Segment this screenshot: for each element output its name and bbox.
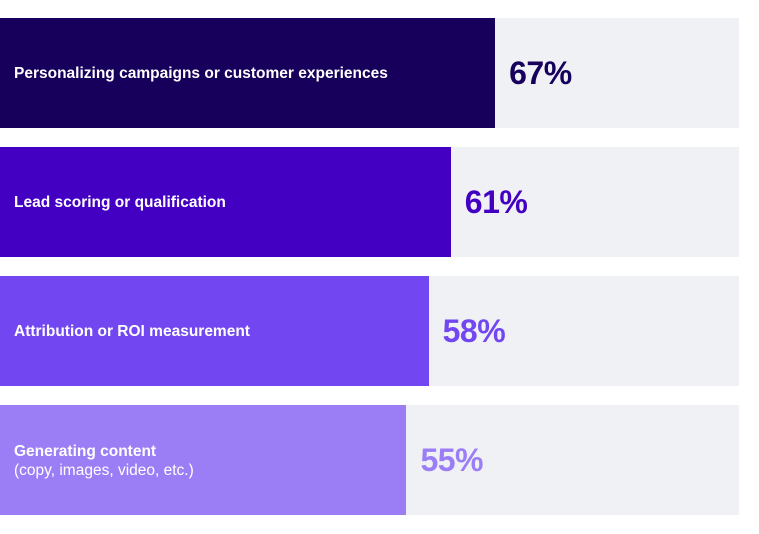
bar-track: Personalizing campaigns or customer expe… bbox=[0, 18, 739, 128]
bar: Attribution or ROI measurement bbox=[0, 276, 429, 386]
category-label: Generating content (copy, images, video, … bbox=[14, 442, 194, 480]
bar: Personalizing campaigns or customer expe… bbox=[0, 18, 496, 128]
category-label: Lead scoring or qualification bbox=[14, 193, 226, 212]
bar-track: Attribution or ROI measurement 58% bbox=[0, 276, 739, 386]
category-text: Lead scoring or qualification bbox=[14, 194, 226, 211]
data-label: 58% bbox=[442, 313, 506, 349]
category-text: Generating content bbox=[14, 443, 157, 460]
bar-track: Lead scoring or qualification 61% bbox=[0, 147, 739, 257]
data-label: 55% bbox=[420, 442, 483, 478]
bar-track: Generating content (copy, images, video, … bbox=[0, 405, 739, 515]
category-label: Personalizing campaigns or customer expe… bbox=[14, 64, 388, 83]
data-label: 61% bbox=[464, 184, 528, 220]
category-text: Attribution or ROI measurement bbox=[14, 323, 250, 340]
category-label: Attribution or ROI measurement bbox=[14, 322, 250, 341]
category-subtitle: (copy, images, video, etc.) bbox=[14, 462, 194, 479]
category-text: Personalizing campaigns or customer expe… bbox=[14, 65, 388, 82]
bar: Generating content (copy, images, video, … bbox=[0, 405, 407, 515]
bar: Lead scoring or qualification bbox=[0, 147, 451, 257]
data-label: 67% bbox=[509, 55, 572, 91]
